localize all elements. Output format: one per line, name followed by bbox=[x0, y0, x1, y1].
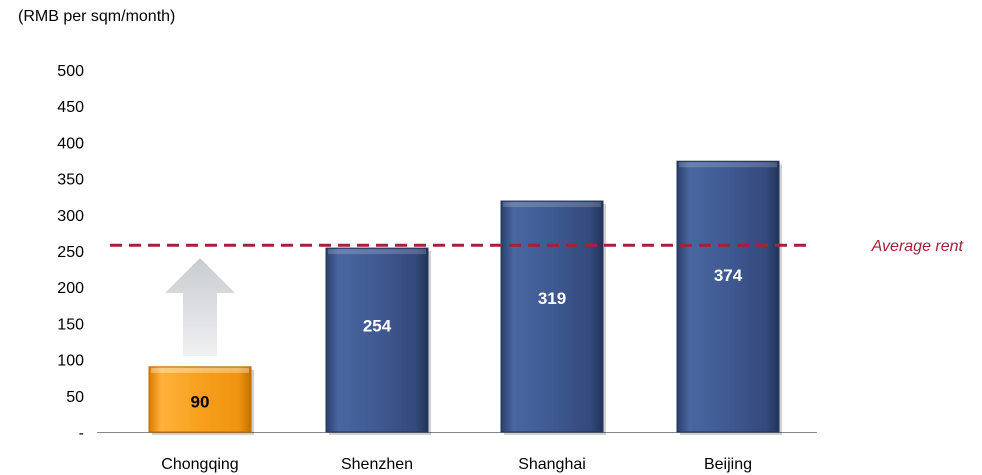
bar-highlight bbox=[503, 202, 601, 208]
bars: 90 254 319 374 bbox=[148, 160, 782, 435]
bar-highlight bbox=[328, 249, 426, 255]
y-tick-label: 300 bbox=[57, 208, 84, 225]
bar bbox=[325, 247, 429, 433]
average-line-group: Average rent bbox=[110, 238, 964, 255]
x-tick-label: Beijing bbox=[704, 456, 752, 473]
y-axis-unit-label: (RMB per sqm/month) bbox=[18, 8, 176, 25]
bar bbox=[148, 366, 252, 433]
y-tick-label: 250 bbox=[57, 244, 84, 261]
y-tick-label: 500 bbox=[57, 63, 84, 80]
bar bbox=[500, 200, 604, 433]
y-tick-label: 50 bbox=[66, 389, 84, 406]
y-tick-label: 400 bbox=[57, 135, 84, 152]
y-tick-label: 100 bbox=[57, 353, 84, 370]
bar bbox=[676, 160, 780, 433]
bar-highlight bbox=[679, 162, 777, 168]
x-tick-label: Chongqing bbox=[161, 456, 238, 473]
y-tick-label: - bbox=[79, 425, 84, 442]
increase-arrow-shape bbox=[165, 258, 235, 356]
bar-value-label: 254 bbox=[363, 316, 392, 335]
y-tick-label: 450 bbox=[57, 99, 84, 116]
average-rent-label: Average rent bbox=[871, 238, 964, 255]
y-axis: - 50 100 150 200 250 300 350 400 450 500 bbox=[57, 63, 84, 442]
bar-value-label: 319 bbox=[538, 289, 566, 308]
bar-highlight bbox=[151, 367, 249, 373]
x-tick-label: Shanghai bbox=[518, 456, 586, 473]
y-tick-label: 350 bbox=[57, 172, 84, 189]
bar-value-label: 90 bbox=[191, 392, 210, 411]
bar-value-label: 374 bbox=[714, 266, 743, 285]
x-tick-label: Shenzhen bbox=[341, 456, 413, 473]
x-axis: Chongqing Shenzhen Shanghai Beijing bbox=[161, 456, 752, 473]
y-tick-label: 200 bbox=[57, 280, 84, 297]
y-tick-label: 150 bbox=[57, 316, 84, 333]
increase-arrow-icon bbox=[165, 258, 235, 356]
